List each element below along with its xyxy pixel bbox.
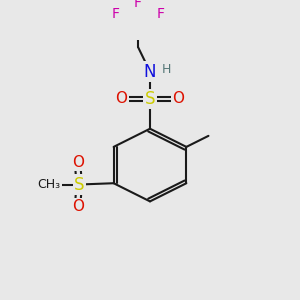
Text: S: S [74,176,84,194]
Text: F: F [134,0,142,10]
Text: S: S [145,90,155,108]
Text: F: F [157,7,164,21]
Text: O: O [72,155,84,170]
Text: O: O [116,92,128,106]
Text: N: N [144,63,156,81]
Text: CH₃: CH₃ [38,178,61,191]
Text: O: O [72,199,84,214]
Text: H: H [162,62,171,76]
Text: O: O [172,92,184,106]
Text: F: F [112,7,119,21]
